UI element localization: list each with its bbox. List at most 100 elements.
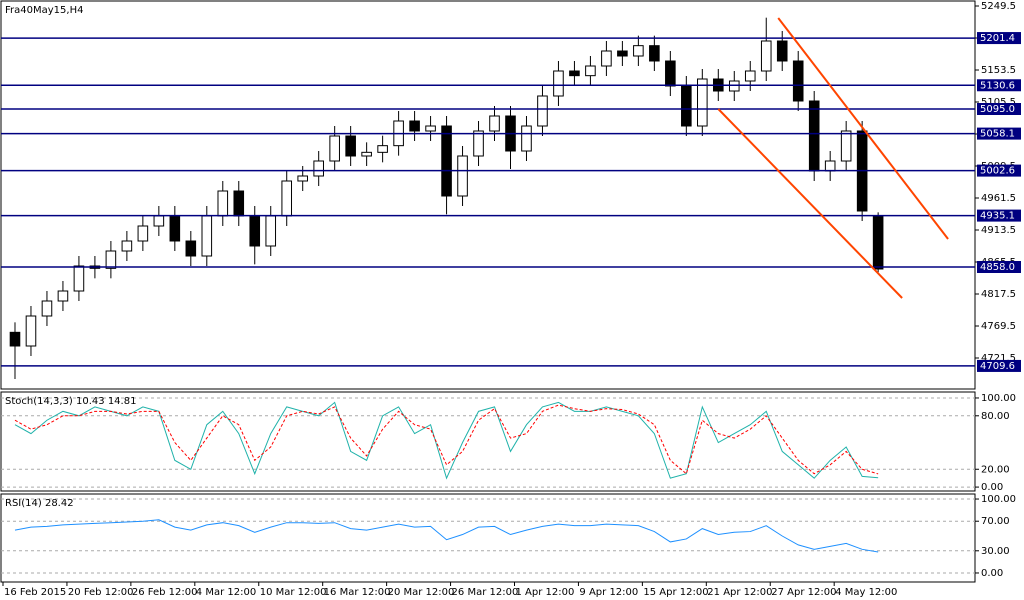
x-tick-label: 1 Apr 12:00 [515,587,574,598]
candle-body [824,160,836,172]
candle-body [665,60,676,87]
panel-title: RSI(14) 28.42 [5,498,74,509]
x-tick-label: 21 Apr 12:00 [707,587,772,598]
level-label: 4858.0 [980,262,1015,273]
candle-body [137,225,149,242]
candle-body [473,130,484,157]
trend-line [777,17,949,240]
candle-body [9,331,21,347]
level-label: 5130.6 [980,80,1015,91]
candle-body [585,65,596,77]
y-tick-label: 30.00 [981,546,1010,557]
candle-body [697,78,708,127]
candle-body [601,50,612,67]
candle-body [808,100,820,172]
candle-body [776,40,788,62]
candle-body [345,135,356,157]
candle-body [489,115,500,132]
level-label-box [977,164,1021,177]
candle-body [521,125,532,152]
x-tick-label: 20 Mar 12:00 [388,587,455,598]
candle-body [73,265,85,292]
candle-body [313,160,324,177]
candle-body [361,151,372,157]
y-tick-label: 4913.5 [981,225,1016,236]
rsi-panel [0,493,976,583]
candle-body [649,45,660,62]
x-tick-label: 16 Feb 2015 [4,587,66,598]
x-tick-label: 15 Apr 12:00 [643,587,708,598]
main-panel [0,0,976,390]
candle-body [377,145,388,153]
level-label-box [977,103,1021,115]
y-tick-label: 80.00 [981,411,1010,422]
level-label: 5095.0 [980,104,1015,115]
candle-body [57,290,69,302]
candle-body [25,315,37,347]
x-tick-label: 4 Mar 12:00 [196,587,256,598]
x-tick-label: 16 Mar 12:00 [324,587,391,598]
x-tick-label: 9 Apr 12:00 [579,587,638,598]
candle-body [553,70,564,97]
candle-body [760,40,772,72]
y-tick-label: 5249.5 [981,1,1016,12]
y-tick-label: 4817.5 [981,289,1016,300]
candle-body [265,215,277,247]
level-label-box [977,79,1021,92]
candle-body [441,125,452,197]
candle-body [537,95,548,127]
candle-body [569,70,580,77]
level-label: 4935.1 [980,211,1015,222]
level-label-box [977,261,1021,273]
level-label: 5002.6 [980,166,1015,177]
candle-body [840,130,852,162]
x-tick-label: 10 Mar 12:00 [260,587,327,598]
candle-body [217,190,229,217]
y-tick-label: 5153.5 [981,65,1016,76]
series-line [14,404,879,475]
level-label-box [977,209,1021,222]
y-tick-label: 0.00 [981,568,1003,579]
trend-line [717,108,903,299]
panel-title: Stoch(14,3,3) 10.43 14.81 [5,396,136,407]
x-tick-label: 4 May 12:00 [835,587,897,598]
candle-body [872,215,884,270]
candle-body [744,70,756,82]
level-label: 5058.1 [980,129,1015,140]
candle-body [297,175,308,182]
x-tick-label: 26 Feb 12:00 [132,587,198,598]
panel-title: Fra40May15,H4 [5,5,83,16]
y-tick-label: 100.00 [981,393,1016,404]
candle-body [617,50,628,57]
candle-body [233,190,245,217]
series-line [14,519,879,553]
level-label: 4709.6 [980,361,1015,372]
candle-body [792,60,804,102]
level-label-box [977,32,1021,45]
y-tick-label: 4721.5 [981,353,1016,364]
x-tick-label: 26 Mar 12:00 [452,587,519,598]
candle-body [105,250,117,269]
candle-body [121,240,133,252]
candle-body [329,135,340,162]
candle-body [409,120,420,132]
candle-body [41,300,53,317]
y-tick-label: 70.00 [981,516,1010,527]
candle-body [633,45,644,57]
y-tick-label: 0.00 [981,482,1003,493]
y-tick-label: 4769.5 [981,321,1016,332]
candle-body [185,240,197,257]
stoch-panel [0,391,976,492]
candle-body [425,125,436,132]
candle-body [681,85,692,127]
candle-body [249,215,261,247]
level-label: 5201.4 [980,33,1015,44]
x-tick-label: 20 Feb 12:00 [68,587,134,598]
candle-body [281,180,293,217]
level-label-box [977,359,1021,372]
candle-body [201,215,213,257]
candle-body [153,215,165,227]
